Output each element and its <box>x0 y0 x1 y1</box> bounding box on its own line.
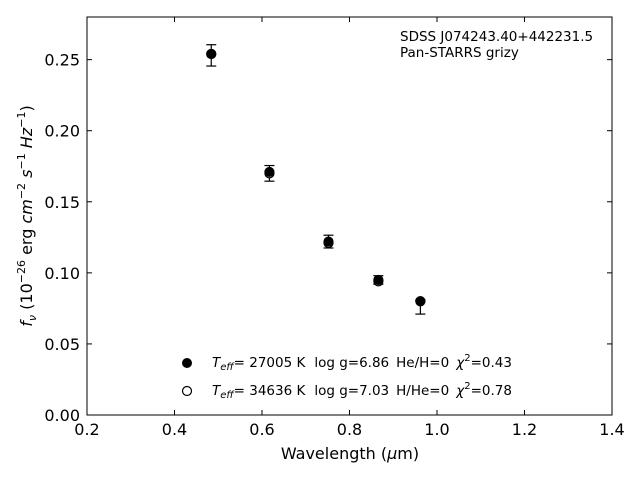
model-point-filled <box>264 166 275 178</box>
y-axis-label: fν (10−26 erg cm−2 s−1 Hz−1) <box>15 105 39 326</box>
annotation-object: SDSS J074243.40+442231.5 <box>400 29 593 45</box>
model-point-filled <box>373 274 384 286</box>
model-point-filled <box>323 236 334 247</box>
x-ticks: 0.2 0.4 0.6 0.8 1.0 1.2 1.4 <box>74 17 625 439</box>
x-tick-label: 1.0 <box>424 420 449 439</box>
x-tick-label: 0.6 <box>249 420 274 439</box>
model-point-filled <box>415 296 426 307</box>
x-tick-label: 0.2 <box>74 420 99 439</box>
x-tick-label: 0.4 <box>162 420 187 439</box>
data-marks <box>206 44 426 315</box>
y-tick-label: 0.15 <box>44 193 80 212</box>
annotation-survey: Pan-STARRS grizy <box>400 45 519 61</box>
x-tick-label: 1.4 <box>599 420 624 439</box>
y-tick-label: 0.00 <box>44 406 80 425</box>
y-tick-label: 0.10 <box>44 264 80 283</box>
x-tick-label: 0.8 <box>337 420 362 439</box>
y-tick-label: 0.20 <box>44 122 80 141</box>
y-tick-label: 0.25 <box>44 51 80 70</box>
model-point-filled <box>206 48 217 60</box>
x-tick-label: 1.2 <box>512 420 537 439</box>
y-ticks: 0.00 0.05 0.10 0.15 0.20 0.25 <box>44 51 612 425</box>
legend-marker-filled <box>182 358 192 368</box>
y-tick-label: 0.05 <box>44 335 80 354</box>
x-axis-label: Wavelength (μm) <box>281 444 419 463</box>
legend-marker-open <box>181 385 193 397</box>
